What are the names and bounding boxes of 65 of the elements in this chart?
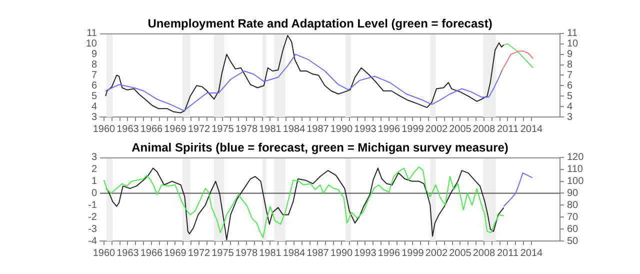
x-tick-label: 1960 bbox=[92, 124, 116, 135]
x-tick-label: 1972 bbox=[188, 124, 211, 135]
x-tick-label: 2008 bbox=[472, 248, 496, 259]
y-tick-label: -3 bbox=[88, 224, 98, 235]
x-tick-label: 2008 bbox=[472, 124, 496, 135]
y-tick-label: 8 bbox=[567, 60, 573, 70]
y-tick-label: 0 bbox=[91, 188, 98, 199]
x-tick-label: 1996 bbox=[378, 124, 401, 135]
x-tick-label: 1963 bbox=[116, 248, 140, 259]
x-tick-label: 1987 bbox=[306, 124, 330, 135]
x-tick-label: 1990 bbox=[330, 124, 354, 135]
y2-tick-label: 110 bbox=[567, 164, 584, 176]
x-tick-label: 1993 bbox=[354, 124, 377, 135]
chart-title: Unemployment Rate and Adaptation Level (green = forecast) bbox=[148, 16, 492, 31]
x-tick-label: 1975 bbox=[212, 124, 234, 135]
y2-tick-label: 50 bbox=[567, 236, 579, 247]
y2-tick-label: 60 bbox=[567, 224, 579, 235]
chart-title: Animal Spirits (blue = forecast, green = Michigan survey measure) bbox=[132, 140, 508, 155]
x-tick-label: 1969 bbox=[164, 248, 187, 259]
x-tick-label: 1960 bbox=[92, 248, 116, 259]
x-tick-label: 2002 bbox=[425, 124, 448, 135]
x-tick-label: 2011 bbox=[496, 124, 519, 135]
y2-tick-label: 100 bbox=[567, 176, 584, 188]
x-tick-label: 2014 bbox=[520, 248, 544, 259]
x-tick-label: 1984 bbox=[282, 248, 306, 259]
x-tick-label: 1975 bbox=[212, 248, 234, 259]
x-tick-label: 1984 bbox=[282, 124, 306, 135]
y-tick-label: -2 bbox=[88, 212, 98, 223]
x-tick-label: 1981 bbox=[259, 124, 282, 135]
x-tick-label: 1978 bbox=[235, 248, 258, 259]
x-tick-label: 1981 bbox=[259, 248, 282, 259]
y-tick-label: 5 bbox=[567, 90, 573, 102]
y-tick-label: 3 bbox=[567, 112, 573, 123]
y2-tick-label: 80 bbox=[567, 200, 579, 211]
x-tick-label: 1987 bbox=[306, 248, 330, 259]
x-tick-label: 2011 bbox=[496, 248, 519, 259]
x-tick-label: 1993 bbox=[354, 248, 377, 259]
y-tick-label: 3 bbox=[91, 152, 98, 164]
x-tick-label: 1996 bbox=[378, 248, 401, 259]
x-tick-label: 1966 bbox=[140, 248, 164, 259]
y-tick-label: 7 bbox=[567, 70, 573, 81]
x-tick-label: 2002 bbox=[425, 248, 448, 259]
x-tick-label: 2014 bbox=[520, 124, 544, 135]
y2-tick-label: 70 bbox=[567, 212, 579, 223]
y-tick-label: 9 bbox=[567, 49, 573, 60]
y-tick-label: 6 bbox=[567, 80, 573, 92]
y-tick-label: -4 bbox=[88, 236, 98, 247]
x-tick-label: 1999 bbox=[402, 248, 424, 259]
x-tick-label: 1972 bbox=[188, 248, 211, 259]
y2-tick-label: 90 bbox=[567, 188, 579, 199]
y-tick-label: 2 bbox=[91, 164, 98, 176]
x-tick-label: 1963 bbox=[116, 124, 140, 135]
x-tick-label: 1966 bbox=[140, 124, 164, 135]
x-tick-label: 2005 bbox=[449, 248, 472, 259]
x-tick-label: 1990 bbox=[330, 248, 354, 259]
x-tick-label: 1978 bbox=[235, 124, 258, 135]
y-tick-label: 11 bbox=[567, 28, 578, 40]
y-tick-label: -1 bbox=[88, 200, 98, 211]
x-tick-label: 2005 bbox=[449, 124, 472, 135]
y-tick-label: 1 bbox=[91, 176, 98, 188]
x-tick-label: 1999 bbox=[402, 124, 424, 135]
y2-tick-label: 120 bbox=[567, 152, 584, 164]
x-tick-label: 1969 bbox=[164, 124, 187, 135]
y-tick-label: 10 bbox=[567, 38, 579, 50]
y-tick-label: 4 bbox=[567, 101, 573, 112]
